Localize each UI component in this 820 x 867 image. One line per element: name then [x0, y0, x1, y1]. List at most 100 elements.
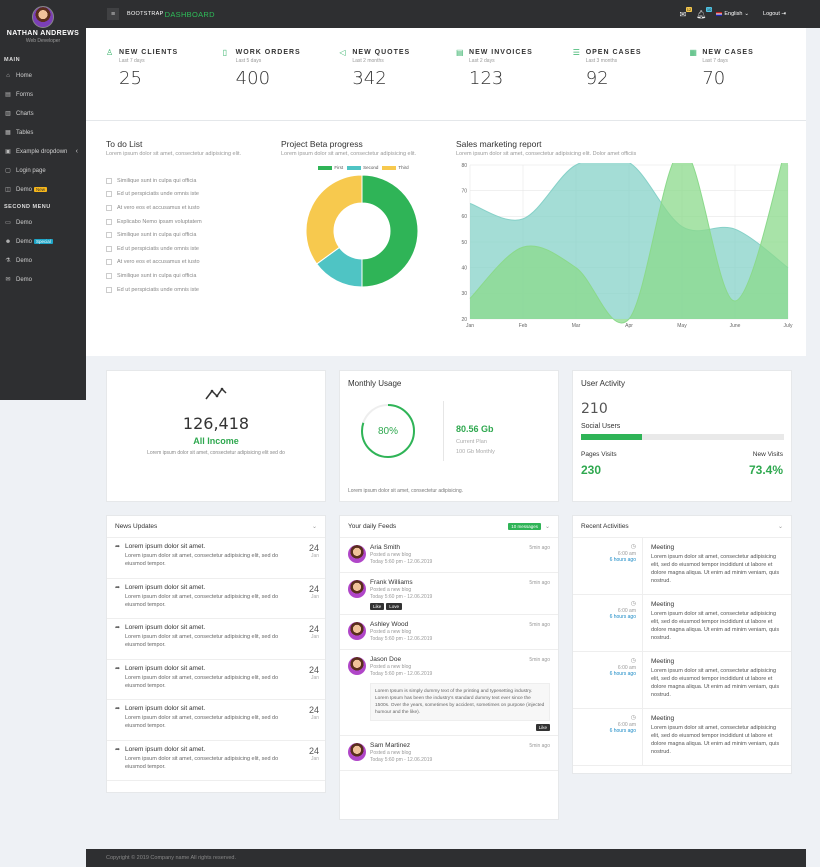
- news-item-title[interactable]: Lorem ipsum dolor sit amet.: [125, 543, 206, 550]
- sidebar-item-tables[interactable]: ▦ Tables: [0, 123, 86, 142]
- todo-checkbox[interactable]: [106, 218, 112, 225]
- menu-toggle-button[interactable]: ≡: [107, 8, 119, 20]
- avatar[interactable]: [348, 743, 366, 761]
- avatar[interactable]: [348, 545, 366, 563]
- language-dropdown[interactable]: English ⌄: [716, 11, 749, 17]
- logout-button[interactable]: Logout ⇥: [763, 11, 786, 17]
- feed-name[interactable]: Aria Smith: [370, 544, 400, 551]
- news-month: Jan: [310, 755, 319, 762]
- recent-item[interactable]: ◷ 6:00 am 6 hours ago Meeting Lorem ipsum do…: [573, 652, 791, 709]
- todo-item[interactable]: Similique sunt in culpa qui officia: [106, 269, 276, 283]
- notifications-count: 10: [705, 6, 713, 12]
- chevron-down-icon[interactable]: ⌄: [544, 524, 550, 530]
- sidebar-item-demo[interactable]: ◫ Demo New: [0, 180, 86, 199]
- feed-name[interactable]: Jason Doe: [370, 656, 402, 663]
- news-title: News Updates: [115, 523, 158, 530]
- feed-name[interactable]: Frank Williams: [370, 579, 413, 586]
- feed-date: Today 5:60 pm - 12.06.2019: [370, 757, 433, 763]
- todo-checkbox[interactable]: [106, 177, 112, 184]
- tables-icon: ▦: [5, 130, 11, 136]
- news-day: 24: [308, 543, 319, 553]
- legend-item[interactable]: Second: [347, 165, 378, 170]
- notifications-button[interactable]: 🔔︎ 10: [696, 6, 713, 19]
- legend-swatch: [382, 165, 397, 170]
- donut-slice-first[interactable]: [361, 174, 419, 288]
- brand-name[interactable]: DASHBOARD: [164, 9, 215, 19]
- sidebar-item-charts[interactable]: ▥ Charts: [0, 104, 86, 123]
- sidebar-item-demo-4[interactable]: ✉ Demo: [0, 270, 86, 289]
- recent-item[interactable]: ◷ 6:00 am 6 hours ago Meeting Lorem ipsum do…: [573, 538, 791, 595]
- area-series-2[interactable]: [470, 139, 788, 323]
- avatar[interactable]: [32, 6, 54, 28]
- news-item-title[interactable]: Lorem ipsum dolor sit amet.: [125, 624, 206, 631]
- y-tick-label: 20: [461, 317, 467, 323]
- recent-item[interactable]: ◷ 6:00 am 6 hours ago Meeting Lorem ipsum do…: [573, 595, 791, 652]
- todo-checkbox[interactable]: [106, 286, 112, 293]
- news-item-title[interactable]: Lorem ipsum dolor sit amet.: [125, 705, 206, 712]
- todo-item[interactable]: Similique sunt in culpa qui officia: [106, 228, 276, 242]
- news-item-title[interactable]: Lorem ipsum dolor sit amet.: [125, 745, 206, 753]
- chevron-down-icon[interactable]: ⌄: [777, 524, 783, 530]
- recent-time-value: 6:00 am: [617, 665, 636, 671]
- legend-item[interactable]: Third: [382, 165, 409, 170]
- recent-item[interactable]: ◷ 6:00 am 6 hours ago Meeting Lorem ipsum do…: [573, 709, 791, 766]
- second-menu: ▭ Demo ☻ Demo Special ⚗ Demo ✉ Demo: [0, 213, 86, 289]
- news-month: Jan: [310, 715, 319, 721]
- todo-checkbox[interactable]: [106, 259, 112, 266]
- menu-title-second: SECOND MENU: [4, 204, 51, 210]
- sidebar-item-example-dropdown[interactable]: ▣ Example dropdown ‹: [0, 142, 86, 161]
- todo-checkbox[interactable]: [106, 204, 112, 211]
- todo-item[interactable]: Ed ut perspiciatis unde omnis iste: [106, 283, 276, 297]
- todo-checkbox[interactable]: [106, 232, 112, 239]
- activity-progress: [581, 434, 784, 440]
- todo-checkbox[interactable]: [106, 191, 112, 198]
- todo-item[interactable]: At vero eos et accusamus et iusto: [106, 201, 276, 215]
- todo-item[interactable]: Similique sunt in culpa qui officia: [106, 174, 276, 188]
- news-item-title[interactable]: Lorem ipsum dolor sit amet.: [125, 583, 206, 591]
- todo-item[interactable]: Ed ut perspiciatis unde omnis iste: [106, 188, 276, 202]
- chevron-down-icon[interactable]: ⌄: [311, 524, 317, 530]
- feed-name[interactable]: Sam Martinez: [370, 742, 411, 749]
- news-item-title[interactable]: Lorem ipsum dolor sit amet.: [125, 664, 206, 672]
- like-button[interactable]: Like: [535, 724, 550, 731]
- forms-icon: ▤: [5, 92, 11, 98]
- avatar[interactable]: [348, 657, 366, 675]
- sidebar-item-login[interactable]: ▢ Login page: [0, 161, 86, 180]
- new-badge: New: [34, 187, 48, 192]
- stat-sub: Last 7 days: [702, 58, 728, 64]
- y-tick-label: 30: [461, 291, 467, 297]
- avatar[interactable]: [348, 622, 366, 640]
- news-item[interactable]: ➦ Lorem ipsum dolor sit amet. Lorem ipsum …: [107, 660, 325, 700]
- overview-panel: To do List Lorem ipsum dolor sit amet, c…: [86, 120, 806, 356]
- feed-name[interactable]: Ashley Wood: [370, 621, 409, 628]
- donut-slice-third[interactable]: [305, 174, 363, 265]
- avatar[interactable]: [348, 580, 366, 598]
- sales-report: Sales marketing report Lorem ipsum dolor…: [456, 139, 796, 345]
- love-button[interactable]: Love: [386, 603, 403, 610]
- news-item[interactable]: ➦ Lorem ipsum dolor sit amet. Lorem ipsum …: [107, 741, 325, 781]
- news-item[interactable]: ➦ Lorem ipsum dolor sit amet. Lorem ipsum …: [107, 700, 325, 741]
- sidebar-item-demo-1[interactable]: ▭ Demo: [0, 213, 86, 232]
- news-item[interactable]: ➦ Lorem ipsum dolor sit amet. Lorem ipsum …: [107, 619, 325, 660]
- todo-checkbox[interactable]: [106, 245, 112, 252]
- legend-item[interactable]: First: [318, 165, 343, 170]
- sidebar-item-home[interactable]: ⌂ Home: [0, 66, 86, 85]
- messages-badge[interactable]: 10 messages: [508, 523, 541, 530]
- todo-item[interactable]: Ed ut perspiciatis unde omnis iste: [106, 242, 276, 256]
- brand-prefix[interactable]: BOOTSTRAP: [127, 11, 164, 17]
- like-button[interactable]: Like: [370, 603, 385, 610]
- news-card: News Updates ⌄ ➦ Lorem ipsum dolor sit ame…: [106, 515, 326, 793]
- feed-item: Jason Doe Posted a new blog Today 5:60 pm …: [340, 650, 558, 736]
- sidebar-item-demo-3[interactable]: ⚗ Demo: [0, 251, 86, 270]
- todo-item[interactable]: Explicabo Nemo ipsam voluptatem: [106, 215, 276, 229]
- sidebar-item-demo-2[interactable]: ☻ Demo Special: [0, 232, 86, 251]
- news-item[interactable]: ➦ Lorem ipsum dolor sit amet. Lorem ipsum …: [107, 579, 325, 619]
- sidebar-item-forms[interactable]: ▤ Forms: [0, 85, 86, 104]
- usage-month: 100 Gb Monthly: [456, 449, 495, 455]
- messages-button[interactable]: ✉ 12: [680, 6, 693, 19]
- todo-item[interactable]: At vero eos et accusamus et iusto: [106, 256, 276, 270]
- news-month: Jan: [310, 674, 319, 681]
- todo-checkbox[interactable]: [106, 272, 112, 279]
- news-item[interactable]: ➦ Lorem ipsum dolor sit amet. Lorem ipsum …: [107, 538, 325, 579]
- stat-title: NEW CASES: [702, 49, 754, 56]
